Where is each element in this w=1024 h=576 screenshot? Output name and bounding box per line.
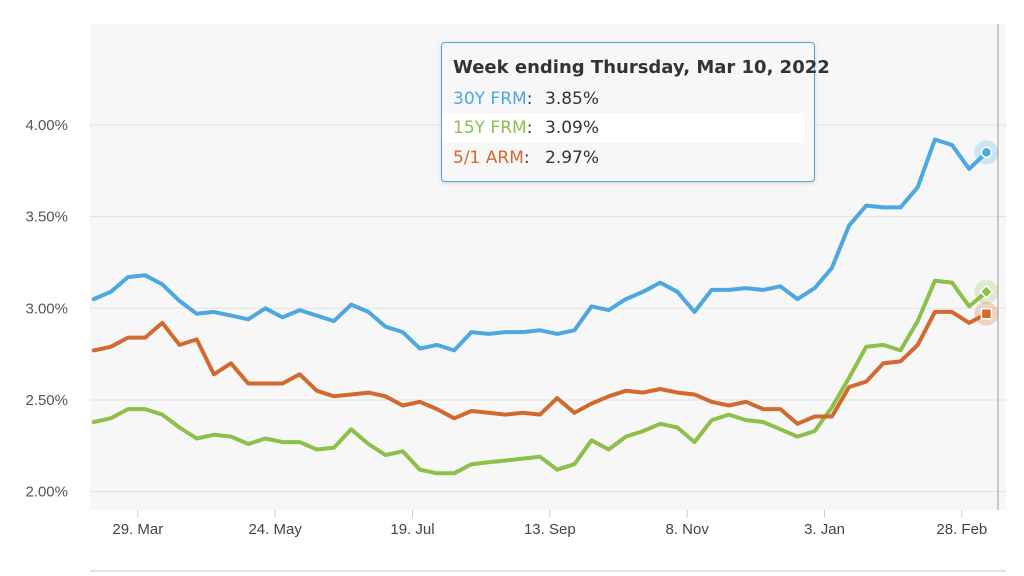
- x-tick-label: 28. Feb: [936, 521, 987, 538]
- tooltip-series-value: 3.09%: [545, 118, 600, 138]
- series-line[interactable]: [91, 137, 989, 353]
- hover-markers: [974, 140, 999, 326]
- x-tick-label: 24. May: [248, 521, 302, 538]
- x-tick-label: 29. Mar: [112, 521, 163, 538]
- tooltip-series-name: 30Y FRM:: [453, 89, 533, 109]
- tooltip-row-15y: 15Y FRM: 3.09%: [442, 113, 804, 143]
- x-tick-label: 8. Nov: [665, 521, 709, 538]
- gridlines: [90, 124, 1006, 493]
- x-tick-label: 13. Sep: [524, 521, 576, 538]
- series-line[interactable]: [91, 278, 989, 476]
- y-tick-label: 4.00%: [25, 117, 68, 134]
- tooltip-series-value: 2.97%: [545, 148, 600, 168]
- x-tick-label: 19. Jul: [390, 521, 434, 538]
- tooltip-series-name: 15Y FRM:: [453, 118, 533, 138]
- tooltip-series-value: 3.85%: [545, 89, 600, 109]
- tooltip-row-arm: 5/1 ARM: 2.97%: [442, 143, 804, 173]
- y-axis: 4.00% 3.50% 3.00% 2.50% 2.00%: [25, 117, 68, 501]
- y-tick-label: 2.00%: [25, 484, 68, 501]
- x-tick-label: 3. Jan: [804, 521, 845, 538]
- y-tick-label: 3.50%: [25, 209, 68, 226]
- point-marker: [980, 308, 993, 320]
- point-marker: [979, 284, 994, 299]
- y-tick-label: 2.50%: [25, 392, 68, 409]
- tooltip-series-name: 5/1 ARM:: [453, 148, 530, 168]
- series-lines[interactable]: [91, 137, 989, 476]
- y-tick-label: 3.00%: [25, 300, 68, 317]
- x-axis: 29. Mar 24. May 19. Jul 13. Sep 8. Nov 3. Jan…: [112, 510, 987, 538]
- series-line[interactable]: [91, 309, 989, 426]
- tooltip: Week ending Thursday, Mar 10, 2022 30Y F…: [441, 42, 830, 182]
- point-marker: [980, 146, 993, 159]
- tooltip-title: Week ending Thursday, Mar 10, 2022: [453, 57, 830, 78]
- tooltip-row-30y: 30Y FRM: 3.85%: [442, 84, 804, 114]
